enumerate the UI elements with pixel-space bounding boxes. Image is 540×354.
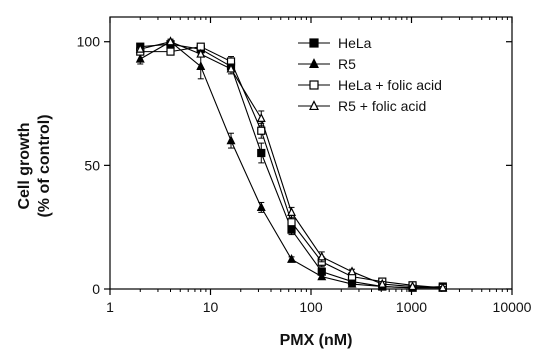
legend-label: R5 + folic acid [338, 98, 426, 114]
data-point [135, 43, 145, 53]
legend-marker [309, 100, 319, 111]
data-point [226, 135, 236, 145]
data-point [287, 253, 296, 263]
y-tick-label: 100 [77, 34, 101, 50]
data-point [257, 148, 266, 158]
data-point [287, 207, 296, 216]
x-tick-label: 10 [203, 299, 219, 315]
data-point [287, 218, 296, 227]
data-point [166, 47, 175, 56]
legend-item-2: R5 [298, 56, 356, 72]
data-point [256, 202, 266, 211]
x-tick-label: 1000 [396, 299, 427, 315]
data-point [256, 113, 266, 122]
y-axis: 0 50 100 [77, 34, 512, 297]
legend: HeLa R5 HeLa + folic acid R5 + folic acid [298, 35, 442, 114]
data-point [317, 271, 327, 281]
legend-marker [309, 80, 319, 90]
y-tick-label: 50 [84, 157, 100, 173]
x-axis-title: PMX (nM) [280, 332, 353, 349]
data-point [317, 251, 327, 261]
legend-item-3: HeLa + folic acid [298, 77, 442, 93]
legend-item-4: R5 + folic acid [298, 98, 426, 114]
data-point [135, 53, 145, 63]
x-tick-label: 10000 [493, 299, 532, 315]
series-layer [135, 36, 448, 292]
data-point [377, 278, 387, 288]
series-4 [135, 36, 448, 292]
y-axis-title-line2: (% of control) [36, 114, 53, 217]
legend-item-1: HeLa [298, 35, 372, 51]
data-point [438, 282, 448, 292]
legend-label: R5 [338, 56, 356, 72]
data-point [196, 48, 206, 58]
legend-label: HeLa [338, 35, 372, 51]
data-point [196, 61, 206, 71]
y-axis-title-line1: Cell growth [16, 122, 33, 209]
data-point [257, 126, 266, 135]
data-point [347, 266, 357, 276]
x-tick-label: 100 [299, 299, 323, 315]
x-tick-label: 1 [106, 299, 114, 315]
legend-marker [309, 58, 319, 69]
data-point [408, 281, 418, 291]
series-2 [135, 36, 448, 292]
legend-label: HeLa + folic acid [338, 77, 442, 93]
data-point [347, 278, 357, 288]
y-tick-label: 0 [92, 281, 100, 297]
legend-marker [309, 38, 319, 48]
data-point [166, 36, 175, 46]
x-axis: 1 10 100 1000 10000 [106, 17, 532, 315]
data-point [226, 63, 236, 73]
